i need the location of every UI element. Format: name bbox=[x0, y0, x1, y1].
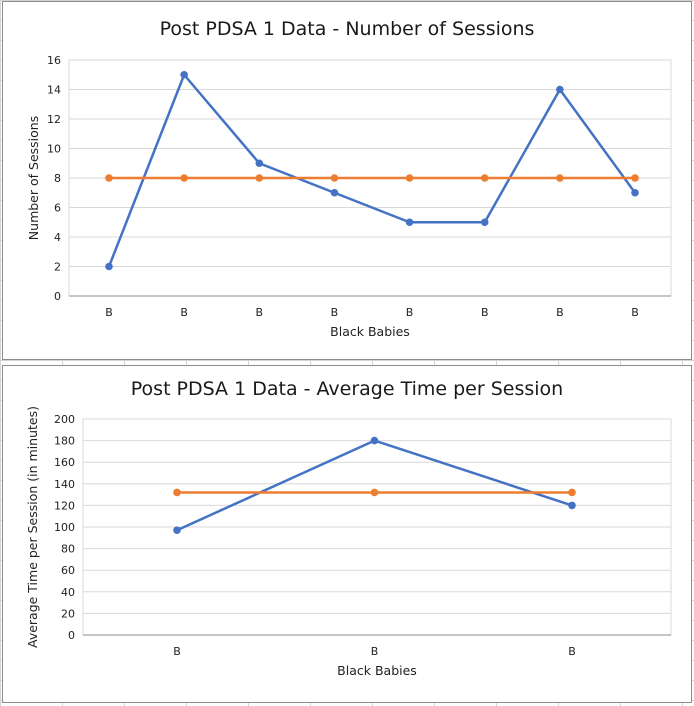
data-point bbox=[105, 174, 113, 182]
data-point bbox=[556, 174, 564, 182]
x-tick-label: B bbox=[371, 645, 379, 658]
y-axis-title: Number of Sessions bbox=[26, 116, 41, 240]
y-tick-label: 8 bbox=[54, 172, 61, 185]
data-point bbox=[405, 218, 414, 227]
y-tick-label: 6 bbox=[54, 202, 61, 215]
y-tick-label: 180 bbox=[54, 435, 75, 448]
x-tick-label: B bbox=[256, 306, 264, 319]
data-point bbox=[631, 188, 639, 197]
x-tick-label: B bbox=[173, 645, 181, 658]
y-tick-label: 80 bbox=[61, 543, 75, 556]
data-point bbox=[480, 218, 489, 227]
y-tick-label: 200 bbox=[54, 413, 75, 426]
y-tick-label: 4 bbox=[54, 231, 61, 244]
data-point bbox=[180, 70, 188, 79]
x-tick-label: B bbox=[331, 306, 339, 319]
y-tick-label: 2 bbox=[54, 261, 61, 274]
chart-title: Post PDSA 1 Data - Average Time per Sess… bbox=[130, 378, 564, 400]
data-point bbox=[480, 174, 489, 182]
data-point bbox=[370, 488, 379, 497]
x-tick-label: B bbox=[568, 645, 576, 658]
x-tick-label: B bbox=[556, 306, 564, 319]
y-tick-label: 40 bbox=[61, 586, 75, 599]
data-point bbox=[105, 262, 113, 271]
data-point bbox=[568, 488, 576, 497]
y-tick-label: 20 bbox=[61, 607, 75, 620]
y-tick-label: 0 bbox=[54, 290, 61, 303]
chart-plot: 0 2 4 6 8 10 12 14 16 B B B B B B B B Black Babies Number … bbox=[26, 54, 672, 339]
data-point bbox=[180, 174, 188, 182]
x-tick-label: B bbox=[481, 306, 489, 319]
data-point bbox=[173, 526, 181, 535]
x-tick-label: B bbox=[105, 306, 113, 319]
chart-plot: 0 20 40 60 80 100 120 140 160 180 200 B B B Black Babi… bbox=[25, 406, 672, 678]
data-point bbox=[173, 488, 181, 497]
y-tick-label: 140 bbox=[54, 478, 75, 491]
x-axis-title: Black Babies bbox=[330, 324, 410, 339]
y-tick-label: 0 bbox=[68, 629, 75, 642]
chart-title: Post PDSA 1 Data - Number of Sessions bbox=[159, 18, 535, 40]
data-point bbox=[405, 174, 414, 182]
y-tick-label: 10 bbox=[47, 143, 61, 156]
y-tick-label: 160 bbox=[54, 456, 75, 469]
y-tick-label: 100 bbox=[54, 521, 75, 534]
x-axis-title: Black Babies bbox=[337, 663, 417, 678]
data-point bbox=[370, 436, 379, 445]
data-point bbox=[631, 174, 639, 182]
y-axis-title: Average Time per Session (in minutes) bbox=[25, 406, 40, 648]
data-point bbox=[255, 159, 264, 168]
data-point bbox=[330, 188, 339, 197]
y-tick-label: 120 bbox=[54, 499, 75, 512]
y-tick-label: 12 bbox=[47, 113, 61, 126]
x-tick-label: B bbox=[406, 306, 414, 319]
data-point bbox=[255, 174, 264, 182]
x-tick-label: B bbox=[180, 306, 188, 319]
chart-panel-average-time: Post PDSA 1 Data - Average Time per Sess… bbox=[2, 365, 692, 703]
y-tick-label: 60 bbox=[61, 564, 75, 577]
x-tick-label: B bbox=[631, 306, 639, 319]
chart-panel-sessions: Post PDSA 1 Data - Number of Sessions 0 2… bbox=[2, 1, 692, 360]
data-point bbox=[556, 85, 564, 94]
y-tick-label: 16 bbox=[47, 54, 61, 67]
series-line-1 bbox=[176, 439, 573, 532]
data-point bbox=[568, 501, 576, 510]
series-line-1 bbox=[107, 73, 637, 267]
y-tick-label: 14 bbox=[47, 84, 61, 97]
data-point bbox=[330, 174, 339, 182]
